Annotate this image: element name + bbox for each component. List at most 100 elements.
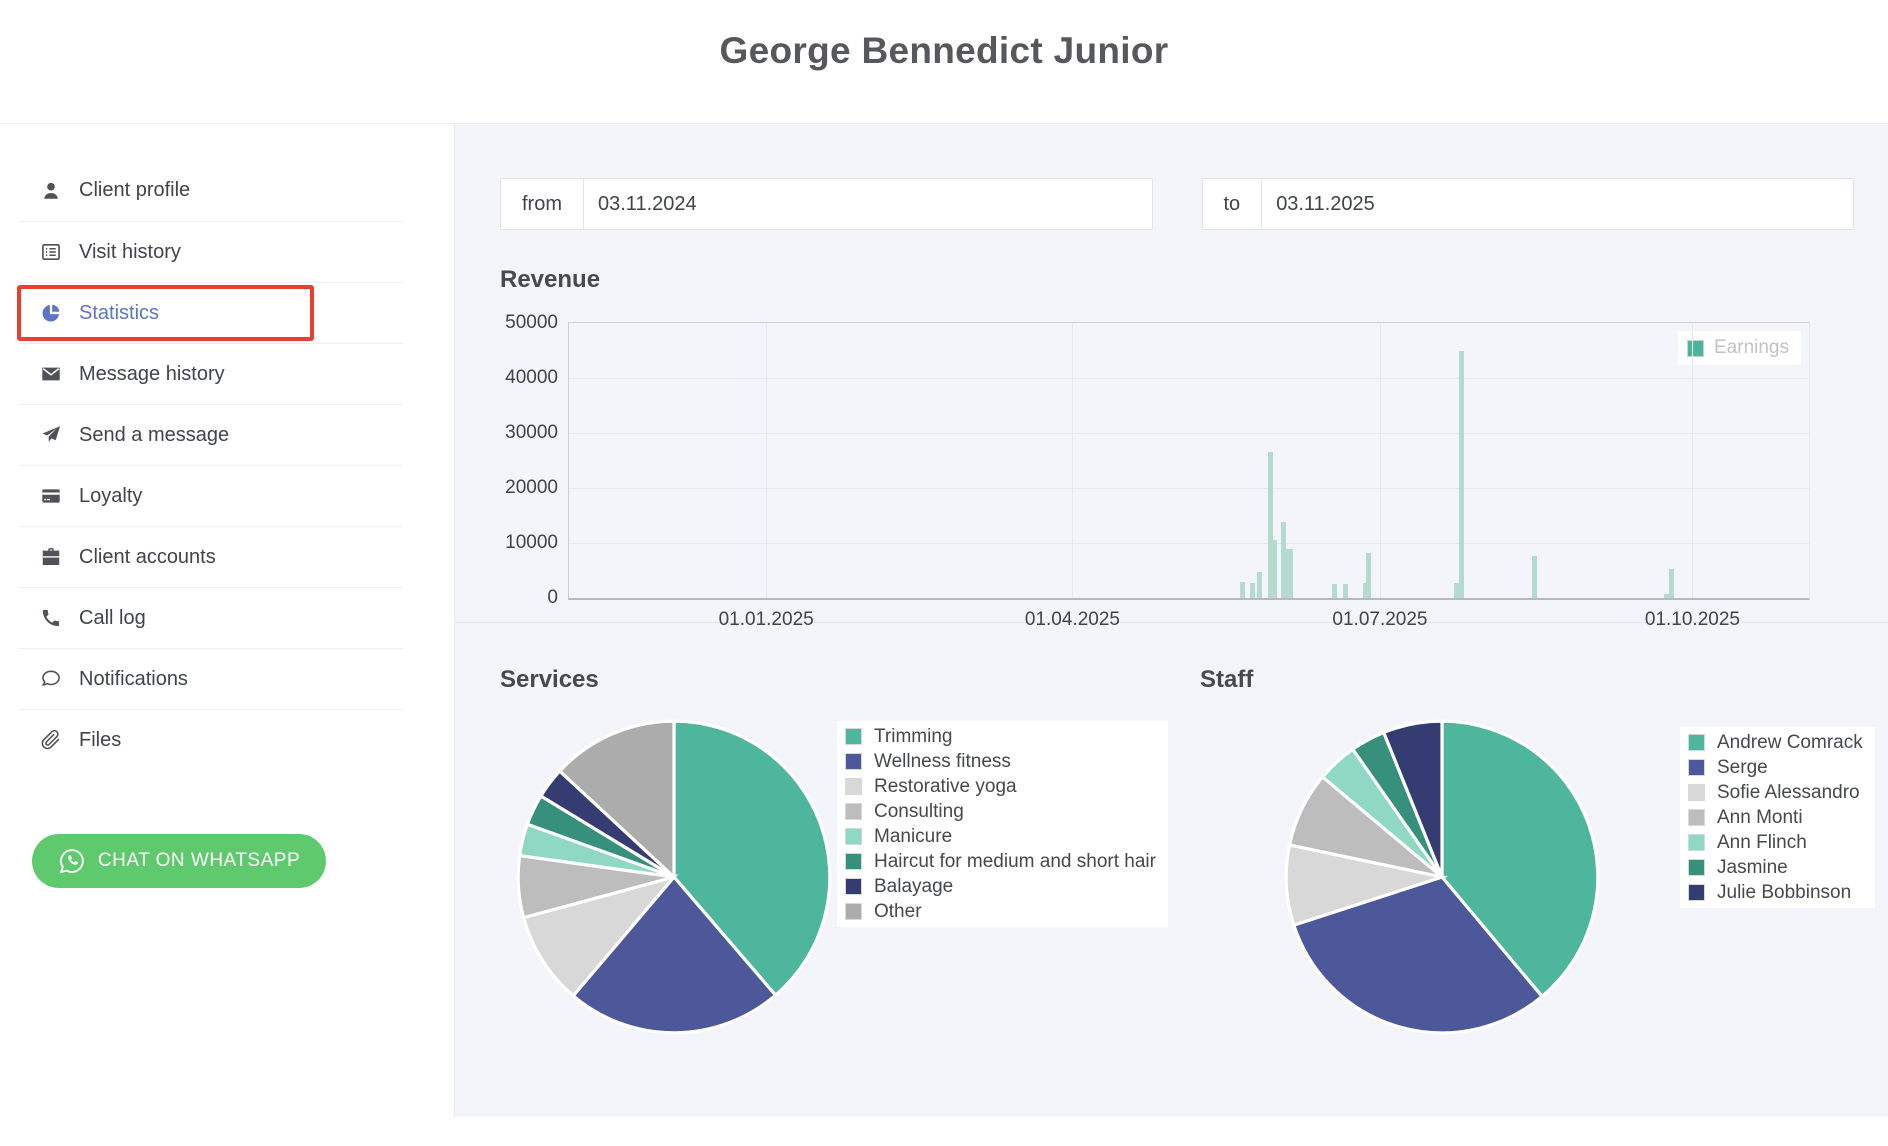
y-axis-tick: 30000 [505,422,558,443]
restorative-yoga-swatch [845,778,862,795]
revenue-bar[interactable] [1280,521,1286,598]
legend-item-restorative-yoga[interactable]: Restorative yoga [845,774,1156,799]
page-title: George Bennedict Junior [719,30,1169,71]
legend-item-wellness-fitness[interactable]: Wellness fitness [845,749,1156,774]
layout: Client profile Visit history Statistics Mes… [0,124,1888,1117]
legend-label: Serge [1717,756,1768,778]
pie-slice-andrew-comrack[interactable]: Andrew Comrack 38.9% [1440,719,1600,999]
legend-item-sofie-alessandro[interactable]: Sofie Alessandro [1688,780,1863,805]
x-gridline [1072,323,1074,598]
revenue-bar[interactable] [1663,594,1669,598]
pie-slice-wellness-fitness[interactable]: Wellness fitness 22.5% [570,874,778,1035]
legend-item-jasmine[interactable]: Jasmine [1688,855,1863,880]
revenue-bar[interactable] [1268,451,1274,598]
revenue-bar[interactable] [1283,548,1293,598]
sidebar-item-client-profile[interactable]: Client profile [19,160,403,221]
y-gridline [569,433,1809,434]
manicure-swatch [845,828,862,845]
ann-monti-swatch [1688,809,1705,826]
date-from-value[interactable]: 03.11.2024 [598,192,697,215]
y-axis-tick: 10000 [505,532,558,553]
revenue-bar[interactable] [1331,583,1337,598]
envelope-icon [40,363,62,385]
y-axis-tick: 40000 [505,367,558,388]
legend-item-ann-flinch[interactable]: Ann Flinch [1688,830,1863,855]
revenue-bar[interactable] [1362,583,1368,598]
legend-item-consulting[interactable]: Consulting [845,799,1156,824]
services-legend: Trimming Wellness fitness Restorative yoga… [837,721,1168,927]
legend-label: Other [874,900,922,922]
sidebar-item-label: Loyalty [79,484,143,507]
revenue-bar[interactable] [1342,583,1348,598]
y-gridline [569,378,1809,379]
y-axis-tick: 20000 [505,477,558,498]
sidebar-item-notifications[interactable]: Notifications [19,648,403,709]
sidebar-item-statistics[interactable]: Statistics [17,282,403,343]
legend-item-andrew-comrack[interactable]: Andrew Comrack [1688,730,1863,755]
revenue-bar[interactable] [1668,568,1674,598]
pie-slice-trimming[interactable]: Trimming 38.7% [672,719,832,998]
sidebar-item-client-accounts[interactable]: Client accounts [19,526,403,587]
sidebar-item-loyalty[interactable]: Loyalty [19,465,403,526]
sidebar-item-label: Files [79,728,122,751]
legend-label: Sofie Alessandro [1717,781,1860,803]
legend-label: Manicure [874,825,953,847]
revenue-bar[interactable] [1459,350,1465,598]
consulting-swatch [845,803,862,820]
revenue-legend[interactable]: Earnings [1678,331,1801,365]
pie-slice-julie-bobbinson[interactable]: Julie Bobbinson 6.1% [1381,719,1444,878]
sidebar-item-label: Client profile [79,179,191,201]
pie-slice-restorative-yoga[interactable]: Restorative yoga 9.6% [521,874,679,999]
sidebar-item-message-history[interactable]: Message history [19,343,403,404]
revenue-bar[interactable] [1257,571,1263,598]
legend-item-serge[interactable]: Serge [1688,755,1863,780]
sidebar-item-label: Send a message [79,423,230,446]
pie-chart-icon [40,302,62,324]
legend-item-other[interactable]: Other [845,899,1156,924]
legend-item-ann-monti[interactable]: Ann Monti [1688,805,1863,830]
legend-item-balayage[interactable]: Balayage [845,874,1156,899]
legend-item-trimming[interactable]: Trimming [845,724,1156,749]
pie-slice-serge[interactable]: Serge 31.1% [1291,875,1545,1035]
date-from-field[interactable]: from 03.11.2024 [500,178,1153,230]
legend-item-manicure[interactable]: Manicure [845,824,1156,849]
sidebar: Client profile Visit history Statistics Mes… [0,124,455,1117]
sidebar-item-label: Message history [79,362,225,385]
julie-bobbinson-swatch [1688,884,1705,901]
legend-label: Jasmine [1717,856,1788,878]
legend-item-haircut-for-medium-and-short-hair[interactable]: Haircut for medium and short hair [845,849,1156,874]
sidebar-item-files[interactable]: Files [19,709,403,770]
date-to-value[interactable]: 03.11.2025 [1276,192,1375,215]
trimming-swatch [845,728,862,745]
y-gridline [569,543,1809,544]
jasmine-swatch [1688,859,1705,876]
pie-slice-other[interactable]: Other 13.1% [557,719,676,881]
legend-label: Restorative yoga [874,775,1017,797]
revenue-bar[interactable] [1272,539,1278,598]
sidebar-item-send-a-message[interactable]: Send a message [19,404,403,465]
revenue-bar[interactable] [1532,555,1538,598]
revenue-x-axis: 01.01.2025 01.04.2025 01.07.2025 01.10.2025 [569,598,1809,640]
revenue-bar[interactable] [1366,552,1372,598]
sidebar-menu: Client profile Visit history Statistics Mes… [0,160,454,770]
revenue-bar[interactable] [1249,582,1255,598]
x-gridline [1692,323,1694,598]
revenue-bar[interactable] [1239,582,1245,598]
sidebar-item-visit-history[interactable]: Visit history [19,221,403,282]
whatsapp-button-label: CHAT ON WHATSAPP [97,850,301,871]
briefcase-icon [40,546,62,568]
staff-title: Staff [1200,666,1254,693]
haircut-for-medium-and-short-hair-swatch [845,853,862,870]
sidebar-item-label: Statistics [79,301,160,324]
revenue-bar[interactable] [1454,583,1460,598]
whatsapp-button[interactable]: CHAT ON WHATSAPP [32,834,326,888]
date-to-field[interactable]: to 03.11.2025 [1201,178,1854,230]
sidebar-item-label: Notifications [79,667,188,690]
sidebar-item-label: Client accounts [79,545,216,568]
services-title: Services [500,666,599,693]
legend-item-julie-bobbinson[interactable]: Julie Bobbinson [1688,880,1863,905]
sidebar-item-call-log[interactable]: Call log [19,587,403,648]
legend-label: Julie Bobbinson [1717,881,1852,903]
legend-label: Andrew Comrack [1717,731,1863,753]
legend-label: Trimming [874,725,953,747]
